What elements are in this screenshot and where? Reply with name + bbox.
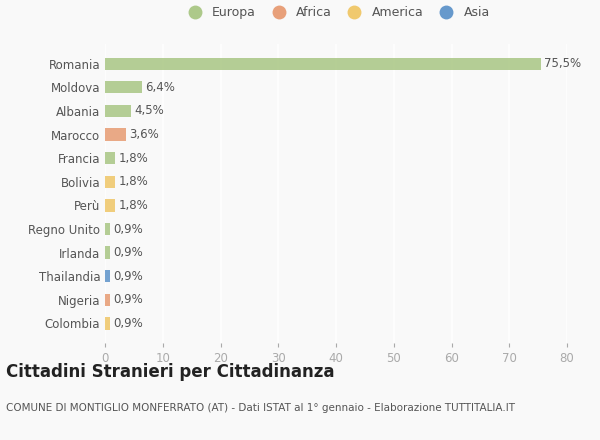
Text: COMUNE DI MONTIGLIO MONFERRATO (AT) - Dati ISTAT al 1° gennaio - Elaborazione TU: COMUNE DI MONTIGLIO MONFERRATO (AT) - Da… <box>6 403 515 413</box>
Bar <box>105 152 115 164</box>
Text: 1,8%: 1,8% <box>119 152 149 165</box>
Bar <box>105 105 131 117</box>
Legend: Europa, Africa, America, Asia: Europa, Africa, America, Asia <box>178 2 494 23</box>
Text: 1,8%: 1,8% <box>119 199 149 212</box>
Bar <box>105 81 142 93</box>
Text: 0,9%: 0,9% <box>113 223 143 235</box>
Bar <box>105 176 115 188</box>
Text: 0,9%: 0,9% <box>113 317 143 330</box>
Text: 75,5%: 75,5% <box>544 57 581 70</box>
Text: 0,9%: 0,9% <box>113 293 143 306</box>
Bar <box>105 128 126 141</box>
Bar <box>105 199 115 212</box>
Bar <box>105 246 110 259</box>
Bar <box>105 270 110 282</box>
Bar <box>105 317 110 330</box>
Text: Cittadini Stranieri per Cittadinanza: Cittadini Stranieri per Cittadinanza <box>6 363 335 381</box>
Text: 4,5%: 4,5% <box>134 104 164 117</box>
Text: 6,4%: 6,4% <box>145 81 175 94</box>
Bar <box>105 294 110 306</box>
Text: 3,6%: 3,6% <box>129 128 159 141</box>
Text: 0,9%: 0,9% <box>113 246 143 259</box>
Bar <box>105 58 541 70</box>
Text: 1,8%: 1,8% <box>119 175 149 188</box>
Text: 0,9%: 0,9% <box>113 270 143 283</box>
Bar <box>105 223 110 235</box>
